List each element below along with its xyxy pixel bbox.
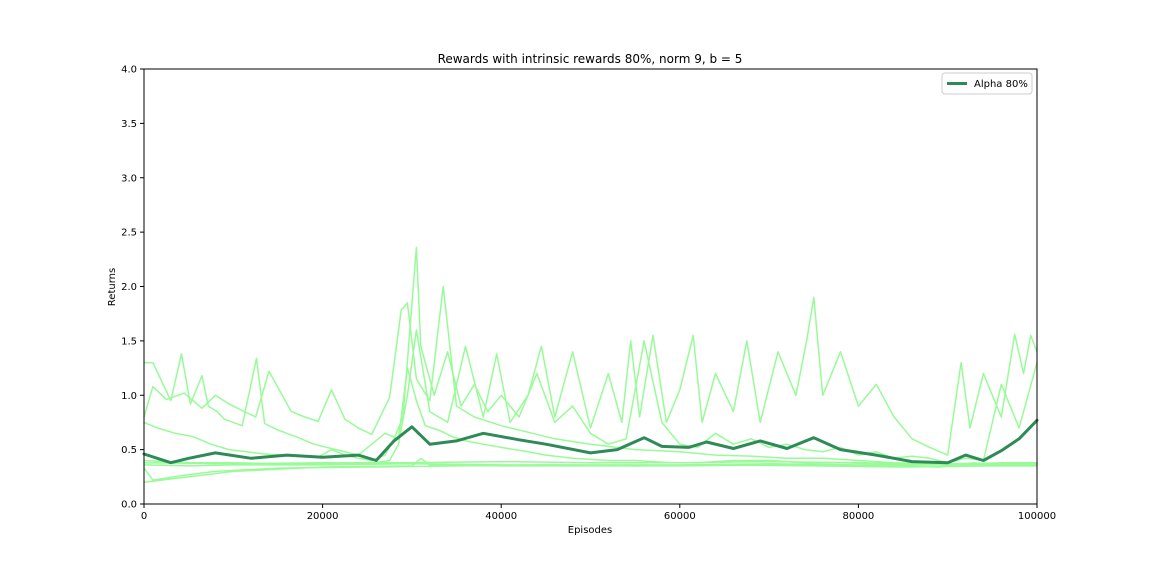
x-tick-label: 60000 bbox=[664, 511, 696, 522]
series-line-run-7 bbox=[143, 464, 1038, 481]
y-axis-label: Returns bbox=[107, 268, 118, 306]
y-tick-label: 4.0 bbox=[121, 65, 137, 76]
y-tick-label: 1.0 bbox=[121, 391, 137, 402]
y-tick-label: 3.5 bbox=[121, 119, 137, 130]
series-line-run-8 bbox=[143, 460, 1038, 465]
series-line-mean bbox=[142, 418, 1039, 465]
plot-lines bbox=[142, 246, 1039, 484]
plot-frame bbox=[143, 68, 1038, 505]
y-axis: 0.0 0.5 1.0 1.5 2.0 2.5 3.0 3.5 4.0 bbox=[121, 65, 144, 511]
legend: Alpha 80% bbox=[941, 72, 1033, 95]
x-axis: 0 20000 40000 60000 80000 100000 bbox=[141, 504, 1056, 522]
x-tick-label: 100000 bbox=[1018, 511, 1056, 522]
chart-title: Rewards with intrinsic rewards 80%, norm… bbox=[438, 52, 743, 66]
series-line-run-5 bbox=[143, 457, 1038, 484]
legend-entry-label: Alpha 80% bbox=[974, 79, 1028, 90]
x-tick-label: 20000 bbox=[307, 511, 339, 522]
x-tick-label: 0 bbox=[141, 511, 147, 522]
y-tick-label: 2.0 bbox=[121, 282, 137, 293]
x-axis-label: Episodes bbox=[568, 525, 612, 536]
x-tick-label: 80000 bbox=[842, 511, 874, 522]
y-tick-label: 0.0 bbox=[121, 500, 137, 511]
series-line-run-4 bbox=[143, 296, 1038, 465]
series-line-run-2 bbox=[143, 285, 1038, 466]
series-line-run-1 bbox=[143, 353, 1038, 466]
y-tick-label: 0.5 bbox=[121, 445, 137, 456]
y-tick-label: 2.5 bbox=[121, 228, 137, 239]
x-tick-label: 40000 bbox=[485, 511, 517, 522]
legend-box bbox=[941, 72, 1033, 95]
y-tick-label: 1.5 bbox=[121, 336, 137, 347]
y-tick-label: 3.0 bbox=[121, 173, 137, 184]
